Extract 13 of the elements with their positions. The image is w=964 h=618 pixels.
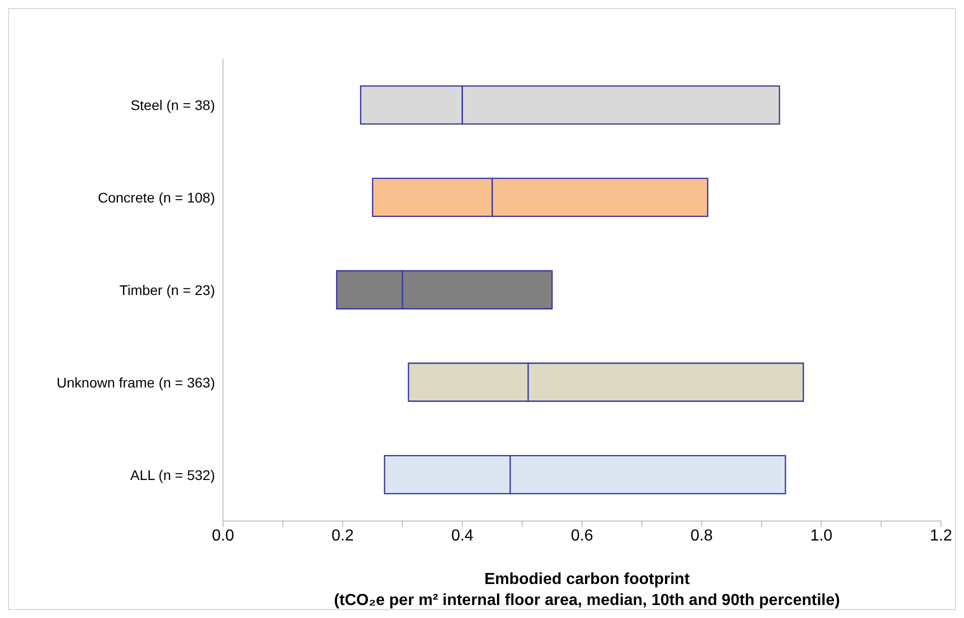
- x-tick-label: 1.0: [810, 527, 833, 544]
- y-tick-label: ALL (n = 532): [130, 466, 215, 483]
- x-tick-label: 0.4: [451, 527, 474, 544]
- x-tick-label: 0.8: [690, 527, 713, 544]
- x-tick-label: 1.2: [930, 527, 952, 544]
- x-tick-label: 0.6: [570, 527, 594, 544]
- y-tick-label: Unknown frame (n = 363): [56, 374, 215, 390]
- y-tick-label: Concrete (n = 108): [98, 190, 215, 206]
- y-tick-label: Steel (n = 38): [130, 97, 215, 114]
- x-tick-label: 0.2: [332, 527, 354, 544]
- x-tick-label: 0.0: [212, 527, 234, 544]
- x-axis-title: Embodied carbon footprint (tCO₂e per m² internal floor area, median, 10th and 90th percentile): [333, 570, 841, 611]
- y-tick-label: Timber (n = 23): [119, 282, 215, 298]
